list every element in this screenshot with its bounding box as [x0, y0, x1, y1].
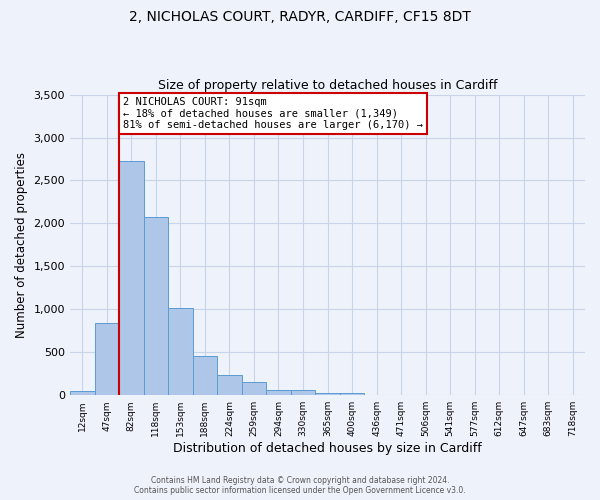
Bar [70, 391, 95, 395]
Bar [340, 394, 364, 395]
Bar [168, 308, 193, 395]
Bar [242, 382, 266, 395]
Bar [266, 390, 291, 395]
Bar [315, 392, 340, 395]
Bar [291, 390, 315, 395]
X-axis label: Distribution of detached houses by size in Cardiff: Distribution of detached houses by size … [173, 442, 482, 455]
Bar [193, 356, 217, 395]
Text: 2 NICHOLAS COURT: 91sqm
← 18% of detached houses are smaller (1,349)
81% of semi: 2 NICHOLAS COURT: 91sqm ← 18% of detache… [123, 97, 423, 130]
Bar [217, 376, 242, 395]
Bar [143, 217, 168, 395]
Text: 2, NICHOLAS COURT, RADYR, CARDIFF, CF15 8DT: 2, NICHOLAS COURT, RADYR, CARDIFF, CF15 … [129, 10, 471, 24]
Text: Contains HM Land Registry data © Crown copyright and database right 2024.
Contai: Contains HM Land Registry data © Crown c… [134, 476, 466, 495]
Bar [95, 323, 119, 395]
Bar [119, 160, 143, 395]
Title: Size of property relative to detached houses in Cardiff: Size of property relative to detached ho… [158, 79, 497, 92]
Y-axis label: Number of detached properties: Number of detached properties [15, 152, 28, 338]
